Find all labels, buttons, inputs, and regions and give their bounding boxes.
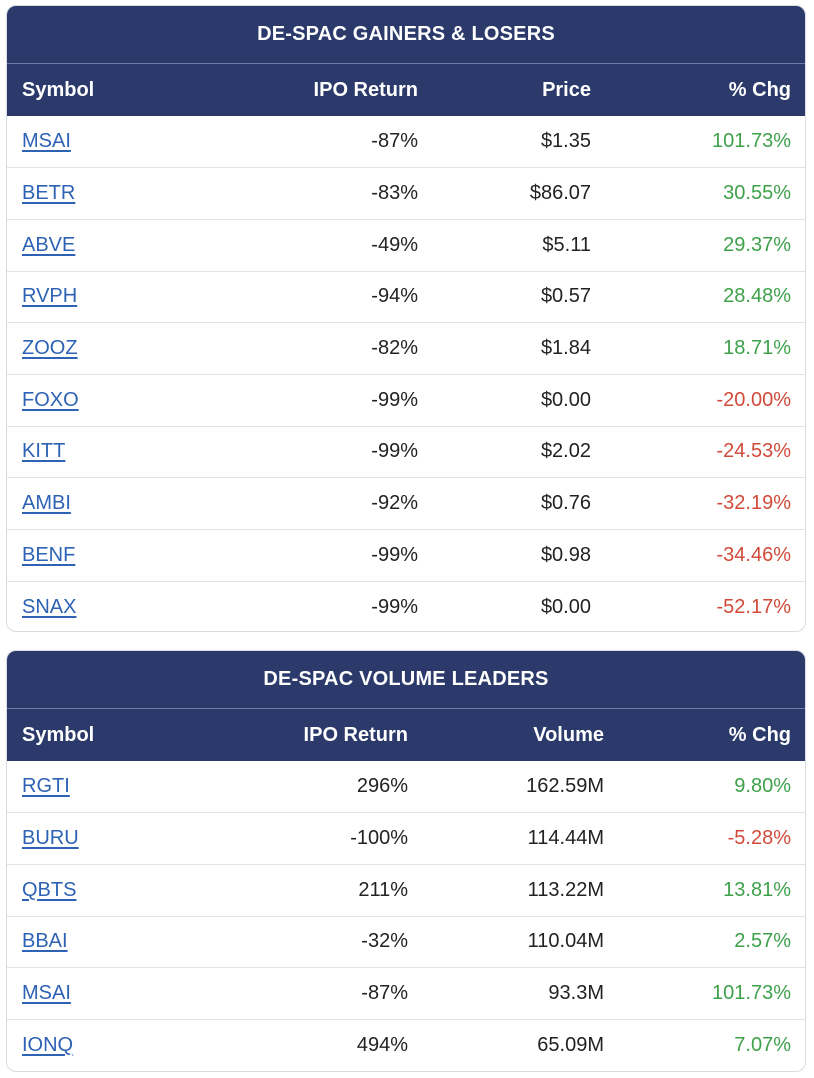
volume-leaders-table: Symbol IPO Return Volume % Chg RGTI 296%…	[7, 709, 805, 1071]
table-row: BENF -99% $0.98 -34.46%	[7, 530, 805, 582]
table-row: FOXO -99% $0.00 -20.00%	[7, 374, 805, 427]
volume-cell: 93.3M	[548, 982, 604, 1005]
symbol-link[interactable]: ABVE	[22, 233, 76, 256]
symbol-link[interactable]: MSAI	[22, 130, 71, 153]
symbol-link[interactable]: RGTI	[22, 775, 70, 798]
ipo-return-cell: -82%	[371, 337, 418, 360]
ipo-return-cell: -49%	[371, 233, 418, 256]
table-row: ABVE -49% $5.11 29.37%	[7, 219, 805, 272]
ipo-return-cell: -87%	[371, 130, 418, 153]
ipo-return-cell: -87%	[361, 982, 408, 1005]
pct-chg-cell: 7.07%	[734, 1034, 791, 1057]
col-header-volume[interactable]: Volume	[533, 723, 604, 746]
pct-chg-cell: -32.19%	[716, 492, 792, 515]
table-row: RGTI 296% 162.59M 9.80%	[7, 761, 805, 813]
symbol-link[interactable]: BBAI	[22, 930, 68, 953]
volume-cell: 113.22M	[527, 878, 604, 901]
symbol-link[interactable]: BENF	[22, 543, 76, 566]
gainers-losers-title: DE-SPAC GAINERS & LOSERS	[257, 23, 555, 45]
price-cell: $0.57	[540, 285, 591, 308]
price-cell: $0.00	[540, 388, 591, 411]
table-row: BETR -83% $86.07 30.55%	[7, 168, 805, 220]
symbol-link[interactable]: SNAX	[22, 595, 77, 618]
pct-chg-cell: -52.17%	[716, 595, 792, 618]
pct-chg-cell: 101.73%	[712, 130, 791, 153]
symbol-link[interactable]: FOXO	[22, 388, 79, 411]
volume-cell: 162.59M	[526, 775, 604, 798]
table-header-row: Symbol IPO Return Volume % Chg	[7, 709, 805, 761]
symbol-link[interactable]: BURU	[22, 827, 79, 850]
pct-chg-cell: 18.71%	[723, 337, 791, 360]
price-cell: $0.76	[540, 492, 591, 515]
symbol-link[interactable]: KITT	[22, 440, 66, 463]
price-cell: $0.98	[540, 543, 591, 566]
ipo-return-cell: -92%	[371, 492, 418, 515]
col-header-pct-chg[interactable]: % Chg	[728, 723, 791, 746]
table-row: KITT -99% $2.02 -24.53%	[7, 426, 805, 478]
ipo-return-cell: -99%	[371, 440, 418, 463]
ipo-return-cell: -100%	[350, 827, 408, 850]
ipo-return-cell: -32%	[361, 930, 408, 953]
ipo-return-cell: -99%	[371, 543, 418, 566]
ipo-return-cell: -83%	[371, 182, 418, 205]
table-row: BURU -100% 114.44M -5.28%	[7, 813, 805, 865]
price-cell: $1.35	[540, 130, 591, 153]
symbol-link[interactable]: MSAI	[22, 982, 71, 1005]
ipo-return-cell: 494%	[356, 1034, 408, 1057]
col-header-symbol[interactable]: Symbol	[22, 723, 95, 746]
volume-cell: 65.09M	[537, 1034, 604, 1057]
pct-chg-cell: -34.46%	[716, 543, 792, 566]
col-header-symbol[interactable]: Symbol	[22, 78, 95, 101]
price-cell: $2.02	[540, 440, 591, 463]
col-header-pct-chg[interactable]: % Chg	[728, 78, 791, 101]
pct-chg-cell: 13.81%	[723, 878, 791, 901]
table-row: SNAX -99% $0.00 -52.17%	[7, 581, 805, 631]
pct-chg-cell: -24.53%	[716, 440, 792, 463]
ipo-return-cell: -99%	[371, 595, 418, 618]
ipo-return-cell: -99%	[371, 388, 418, 411]
table-row: RVPH -94% $0.57 28.48%	[7, 271, 805, 323]
table-row: MSAI -87% $1.35 101.73%	[7, 116, 805, 168]
symbol-link[interactable]: IONQ	[22, 1034, 74, 1057]
symbol-link[interactable]: BETR	[22, 182, 76, 205]
table-row: QBTS 211% 113.22M 13.81%	[7, 864, 805, 917]
table-row: IONQ 494% 65.09M 7.07%	[7, 1019, 805, 1071]
gainers-losers-card: DE-SPAC GAINERS & LOSERS Symbol IPO Retu…	[6, 5, 806, 632]
table-row: AMBI -92% $0.76 -32.19%	[7, 478, 805, 530]
pct-chg-cell: 29.37%	[723, 233, 791, 256]
volume-leaders-card: DE-SPAC VOLUME LEADERS Symbol IPO Return…	[6, 650, 806, 1072]
volume-cell: 110.04M	[527, 930, 604, 953]
symbol-link[interactable]: ZOOZ	[22, 337, 78, 360]
col-header-price[interactable]: Price	[542, 78, 591, 101]
volume-cell: 114.44M	[527, 827, 604, 850]
table-header-row: Symbol IPO Return Price % Chg	[7, 64, 805, 116]
pct-chg-cell: 28.48%	[723, 285, 791, 308]
gainers-losers-title-bar: DE-SPAC GAINERS & LOSERS	[7, 6, 805, 64]
pct-chg-cell: -5.28%	[727, 827, 791, 850]
volume-leaders-title: DE-SPAC VOLUME LEADERS	[263, 668, 549, 690]
table-row: MSAI -87% 93.3M 101.73%	[7, 968, 805, 1020]
symbol-link[interactable]: AMBI	[22, 492, 71, 515]
ipo-return-cell: 211%	[358, 878, 408, 901]
pct-chg-cell: 2.57%	[734, 930, 791, 953]
pct-chg-cell: 9.80%	[734, 775, 791, 798]
symbol-link[interactable]: RVPH	[22, 285, 78, 308]
col-header-ipo-return[interactable]: IPO Return	[303, 723, 408, 746]
symbol-link[interactable]: QBTS	[22, 878, 77, 901]
price-cell: $1.84	[540, 337, 591, 360]
ipo-return-cell: -94%	[371, 285, 418, 308]
pct-chg-cell: 30.55%	[723, 182, 791, 205]
pct-chg-cell: 101.73%	[712, 982, 791, 1005]
gainers-losers-table: Symbol IPO Return Price % Chg MSAI -87% …	[7, 64, 805, 631]
table-row: BBAI -32% 110.04M 2.57%	[7, 916, 805, 968]
col-header-ipo-return[interactable]: IPO Return	[313, 78, 418, 101]
volume-leaders-title-bar: DE-SPAC VOLUME LEADERS	[7, 651, 805, 709]
price-cell: $0.00	[540, 595, 591, 618]
table-row: ZOOZ -82% $1.84 18.71%	[7, 323, 805, 375]
ipo-return-cell: 296%	[356, 775, 408, 798]
price-cell: $86.07	[529, 182, 591, 205]
price-cell: $5.11	[542, 233, 591, 256]
pct-chg-cell: -20.00%	[716, 388, 792, 411]
